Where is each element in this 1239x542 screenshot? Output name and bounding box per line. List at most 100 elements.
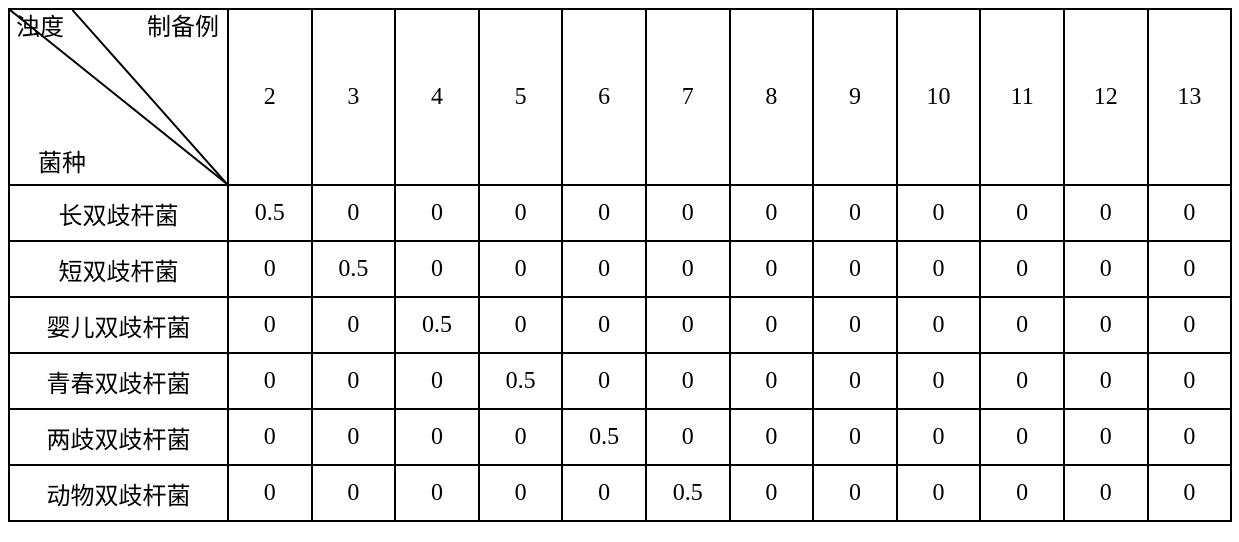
cell: 0.5 [562,409,646,465]
cell: 0 [813,297,897,353]
corner-label-strain: 菌种 [38,152,86,176]
cell: 0 [730,185,814,241]
cell: 0 [980,465,1064,521]
cell: 0 [228,409,312,465]
cell: 0 [730,465,814,521]
cell: 0 [562,297,646,353]
col-header: 8 [730,9,814,185]
cell: 0.5 [312,241,396,297]
cell: 0 [980,297,1064,353]
cell: 0.5 [646,465,730,521]
cell: 0 [646,353,730,409]
row-label: 短双歧杆菌 [9,241,228,297]
cell: 0 [395,185,479,241]
table-row: 青春双歧杆菌 0 0 0 0.5 0 0 0 0 0 0 0 0 [9,353,1231,409]
cell: 0 [395,465,479,521]
cell: 0 [897,185,981,241]
cell: 0 [312,353,396,409]
cell: 0 [562,241,646,297]
turbidity-table: 浊度 制备例 菌种 2 3 4 5 6 7 8 9 10 11 12 13 长双… [8,8,1232,522]
row-label: 婴儿双歧杆菌 [9,297,228,353]
cell: 0 [312,409,396,465]
cell: 0 [1064,409,1148,465]
cell: 0 [980,409,1064,465]
cell: 0 [312,465,396,521]
cell: 0 [395,409,479,465]
cell: 0 [646,241,730,297]
cell: 0 [228,353,312,409]
cell: 0 [730,409,814,465]
cell: 0 [646,297,730,353]
col-header: 12 [1064,9,1148,185]
cell: 0 [1064,465,1148,521]
col-header: 9 [813,9,897,185]
cell: 0 [897,241,981,297]
table-header-row: 浊度 制备例 菌种 2 3 4 5 6 7 8 9 10 11 12 13 [9,9,1231,185]
corner-label-preparation: 制备例 [147,16,219,40]
cell: 0 [228,241,312,297]
cell: 0 [730,297,814,353]
cell: 0.5 [479,353,563,409]
col-header: 11 [980,9,1064,185]
cell: 0 [562,185,646,241]
corner-header-cell: 浊度 制备例 菌种 [9,9,228,185]
cell: 0 [1148,185,1232,241]
cell: 0 [897,297,981,353]
cell: 0 [1064,185,1148,241]
cell: 0 [1064,241,1148,297]
col-header: 13 [1148,9,1232,185]
table-row: 婴儿双歧杆菌 0 0 0.5 0 0 0 0 0 0 0 0 0 [9,297,1231,353]
cell: 0 [813,465,897,521]
cell: 0 [479,465,563,521]
cell: 0 [813,185,897,241]
cell: 0 [312,185,396,241]
col-header: 3 [312,9,396,185]
col-header: 2 [228,9,312,185]
cell: 0 [1148,409,1232,465]
cell: 0 [228,465,312,521]
cell: 0 [395,353,479,409]
cell: 0 [1148,465,1232,521]
cell: 0 [897,465,981,521]
cell: 0 [980,353,1064,409]
cell: 0 [395,241,479,297]
cell: 0 [813,241,897,297]
cell: 0 [479,409,563,465]
col-header: 7 [646,9,730,185]
cell: 0 [1064,297,1148,353]
cell: 0 [980,185,1064,241]
cell: 0 [1148,241,1232,297]
cell: 0 [897,409,981,465]
cell: 0 [646,409,730,465]
row-label: 青春双歧杆菌 [9,353,228,409]
col-header: 5 [479,9,563,185]
cell: 0 [980,241,1064,297]
cell: 0 [479,297,563,353]
table-row: 短双歧杆菌 0 0.5 0 0 0 0 0 0 0 0 0 0 [9,241,1231,297]
cell: 0 [1148,297,1232,353]
cell: 0.5 [228,185,312,241]
cell: 0 [730,241,814,297]
cell: 0 [1148,353,1232,409]
cell: 0 [479,185,563,241]
row-label: 两歧双歧杆菌 [9,409,228,465]
col-header: 6 [562,9,646,185]
cell: 0 [479,241,563,297]
row-label: 动物双歧杆菌 [9,465,228,521]
table-row: 动物双歧杆菌 0 0 0 0 0 0.5 0 0 0 0 0 0 [9,465,1231,521]
cell: 0 [813,409,897,465]
table-row: 长双歧杆菌 0.5 0 0 0 0 0 0 0 0 0 0 0 [9,185,1231,241]
cell: 0 [1064,353,1148,409]
corner-label-turbidity: 浊度 [16,16,64,40]
cell: 0 [813,353,897,409]
cell: 0 [312,297,396,353]
cell: 0 [730,353,814,409]
cell: 0 [562,353,646,409]
cell: 0 [562,465,646,521]
col-header: 10 [897,9,981,185]
col-header: 4 [395,9,479,185]
table-row: 两歧双歧杆菌 0 0 0 0 0.5 0 0 0 0 0 0 0 [9,409,1231,465]
cell: 0 [897,353,981,409]
row-label: 长双歧杆菌 [9,185,228,241]
cell: 0.5 [395,297,479,353]
